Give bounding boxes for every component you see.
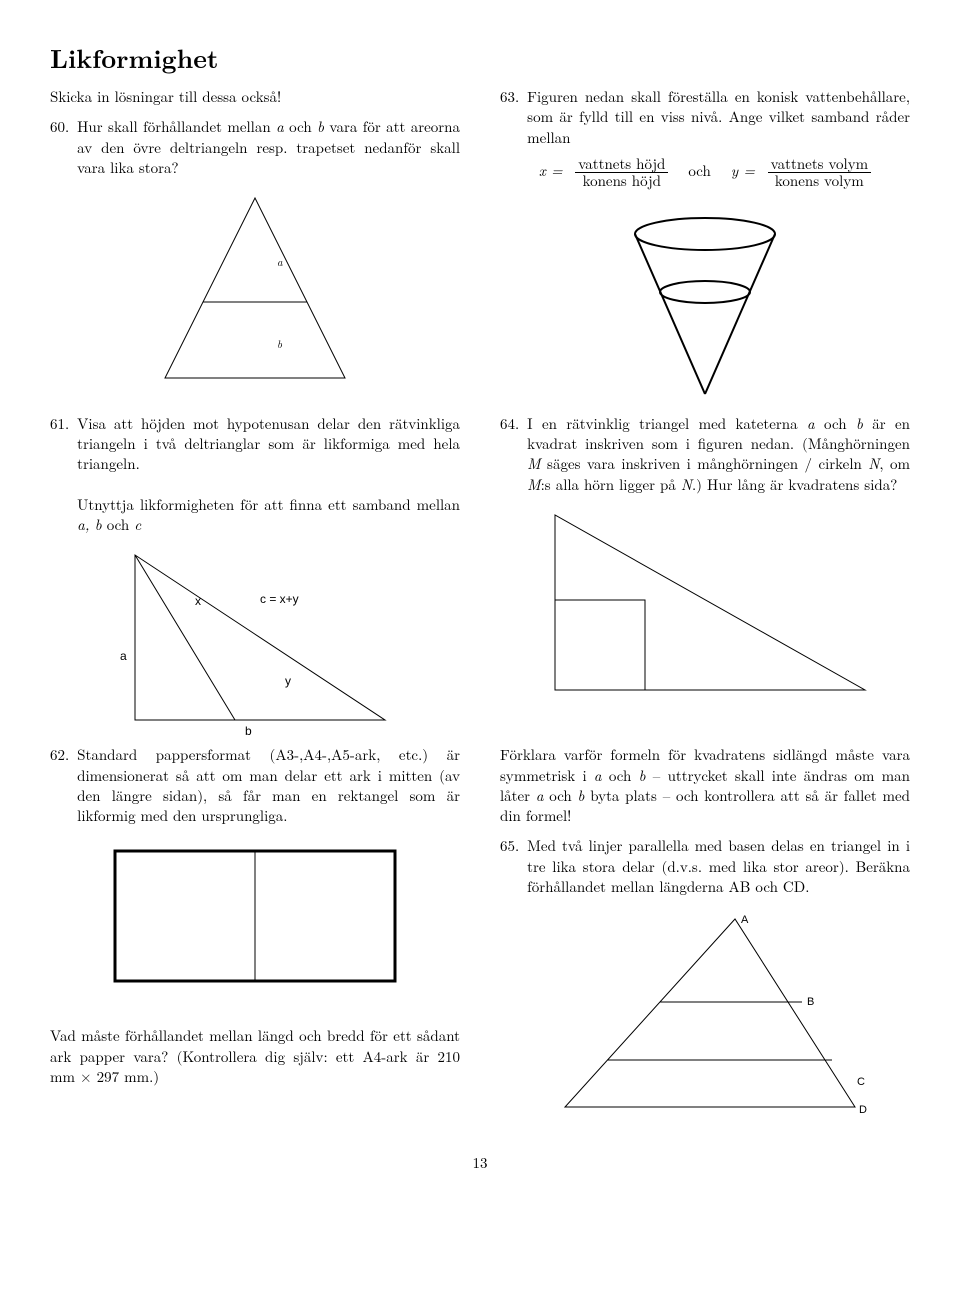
q64-a: I en rätvinklig triangel med kateterna [527,413,807,434]
q60-figure: a b [145,188,365,388]
q61-figure: x c = x+y a y b [105,545,405,735]
q65-C: C [857,1076,865,1088]
right-col-2: 64. I en rätvinklig triangel med kateter… [500,414,910,746]
q65-figure: A B C D [535,907,875,1117]
q65-A: A [741,914,749,926]
right-col-3: Förklara varför formeln för kvadratens s… [500,745,910,1127]
page-number: 13 [50,1153,910,1173]
q64-vM: M [527,453,540,474]
q61-vab: a, b [77,514,102,535]
q60-fig-a: a [277,255,283,270]
q61-a: a [120,649,127,663]
q64-af-d: och [544,785,578,806]
q60-b: och [284,116,317,137]
q61-y: y [285,674,291,688]
q64-b: och [815,413,856,434]
q65-D: D [859,1104,867,1116]
q63-f1bot: konens höjd [575,173,668,190]
q64-af-va2: a [536,785,544,806]
q64-num: 64. [500,414,519,495]
left-col-1: Skicka in lösningar till dessa också! 60… [50,87,460,414]
q60-a: Hur skall förhållandet mellan [77,116,276,137]
q63-f2bot: konens volym [768,173,872,190]
q64-va: a [807,413,815,434]
q64-f: :s alla hörn ligger på [541,474,681,495]
q64-vb: b [856,413,863,434]
q62: 62. Standard pappersformat (A3-,A4-,A5-a… [50,745,460,826]
q60-var-a: a [276,116,284,137]
q64-vM2: M [527,474,540,495]
q61: 61. Visa att höjden mot hypotenusan dela… [50,414,460,536]
q63-num: 63. [500,87,519,148]
row-2: 61. Visa att höjden mot hypotenusan dela… [50,414,910,746]
q65: 65. Med två linjer parallella med basen … [500,836,910,897]
q63-text: Figuren nedan skall föreställa en konisk… [527,87,910,148]
q61-t1: Visa att höjden mot hypotenusan delar de… [77,413,460,475]
page-title: Likformighet [50,40,910,75]
q63-eq: x = vattnets höjdkonens höjd och y = vat… [500,156,910,190]
q64-af-vb: b [639,765,646,786]
q62-num: 62. [50,745,69,826]
q60-var-b: b [317,116,324,137]
q64-g: .) Hur lång är kvadratens sida? [692,474,897,495]
q61-vc: c [134,514,141,535]
q63-y: y = [731,160,755,181]
row-3: 62. Standard pappersformat (A3-,A4-,A5-a… [50,745,910,1127]
q62-text: Standard pappersformat (A3-,A4-,A5-ark, … [77,745,460,826]
q63-x: x = [539,160,563,181]
q60-text: Hur skall förhållandet mellan a och b va… [77,117,460,178]
q60-num: 60. [50,117,69,178]
q65-text: Med två linjer parallella med basen dela… [527,836,910,897]
q63-figure [595,204,815,404]
q64-vN2: N [681,474,692,495]
intro: Skicka in lösningar till dessa också! [50,87,460,107]
q61-x: x [195,594,201,608]
q64-vN: N [868,453,879,474]
q61-num: 61. [50,414,69,536]
q61-c: c = x+y [260,592,299,606]
q60-fig-b: b [277,337,283,352]
q61-t2a: Utnyttja likformigheten för att finna et… [77,494,460,515]
left-col-3: 62. Standard pappersformat (A3-,A4-,A5-a… [50,745,460,1127]
q65-num: 65. [500,836,519,897]
q64-after: Förklara varför formeln för kvadratens s… [500,745,910,826]
q63-och: och [688,160,711,181]
q63: 63. Figuren nedan skall föreställa en ko… [500,87,910,148]
right-col-1: 63. Figuren nedan skall föreställa en ko… [500,87,910,414]
q60: 60. Hur skall förhållandet mellan a och … [50,117,460,178]
q64-text: I en rätvinklig triangel med kateterna a… [527,414,910,495]
q64-figure [535,505,875,705]
q62-figure [100,836,410,996]
q64-af-va: a [594,765,602,786]
q61-b: b [245,724,252,735]
q64-af-b: och [602,765,639,786]
q64-e: , om [879,453,910,474]
left-col-2: 61. Visa att höjden mot hypotenusan dela… [50,414,460,746]
q65-B: B [807,996,814,1008]
top-row: Skicka in lösningar till dessa också! 60… [50,87,910,414]
q62-after: Vad måste förhållandet mellan längd och … [50,1026,460,1087]
q64: 64. I en rätvinklig triangel med kateter… [500,414,910,495]
q64-d: säges vara inskriven i månghörningen / c… [541,453,869,474]
q61-t2b: och [102,514,135,535]
